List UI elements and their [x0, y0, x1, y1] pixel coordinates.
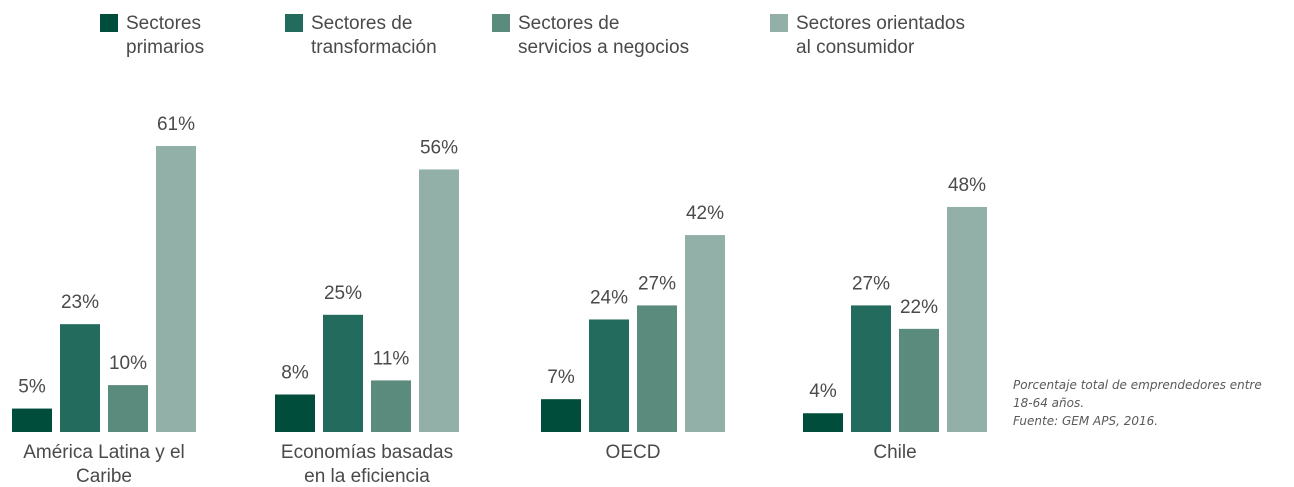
bar	[685, 235, 725, 432]
data-label: 5%	[18, 377, 46, 398]
data-label: 24%	[590, 287, 628, 308]
bar	[947, 206, 987, 432]
data-label: 11%	[373, 348, 410, 369]
category-label: América Latina y el Caribe	[23, 442, 185, 487]
legend-swatch	[770, 14, 788, 32]
legend-swatch	[492, 14, 510, 32]
source-note: Porcentaje total de emprendedores entre 1…	[1013, 378, 1262, 428]
bar	[323, 314, 363, 432]
data-label: 61%	[157, 114, 195, 135]
bars	[12, 146, 987, 432]
legend-label: Sectores de servicios a negocios	[518, 13, 689, 58]
legend-item: Sectores de servicios a negocios	[492, 13, 689, 58]
bar	[156, 146, 196, 432]
bar	[637, 305, 677, 432]
data-label: 56%	[420, 137, 458, 158]
category-label: OECD	[606, 442, 661, 463]
data-label: 48%	[948, 175, 986, 196]
legend-label: Sectores primarios	[126, 13, 204, 58]
bar	[851, 305, 891, 432]
bar	[541, 399, 581, 432]
legend-swatch	[100, 14, 118, 32]
data-label: 7%	[547, 367, 575, 388]
bar	[899, 328, 939, 432]
bar	[371, 380, 411, 432]
data-label: 23%	[61, 292, 99, 313]
legend-item: Sectores orientados al consumidor	[770, 13, 965, 58]
value-labels: 5% 8% 7% 4% 23% 25% 24% 27% 10% 11% 27% 22% 61% 56% 42…	[18, 114, 986, 402]
data-label: 42%	[686, 203, 724, 224]
legend-label: Sectores orientados al consumidor	[796, 13, 965, 58]
legend-swatch	[285, 14, 303, 32]
bar	[108, 385, 148, 432]
bar	[589, 319, 629, 432]
data-label: 25%	[324, 283, 362, 304]
bar	[60, 324, 100, 432]
data-label: 22%	[900, 297, 938, 318]
bar	[419, 169, 459, 432]
data-label: 27%	[852, 273, 890, 294]
data-label: 10%	[109, 353, 147, 374]
legend-item: Sectores primarios	[100, 13, 204, 58]
data-label: 4%	[809, 381, 837, 402]
data-label: 27%	[638, 273, 676, 294]
category-labels: América Latina y el Caribe Economías basad…	[23, 442, 916, 487]
legend-label: Sectores de transformación	[311, 13, 437, 58]
category-label: Economías basadas en la eficiencia	[281, 442, 453, 487]
legend-item: Sectores de transformación	[285, 13, 437, 58]
bar	[12, 408, 52, 432]
category-label: Chile	[873, 442, 916, 463]
data-label: 8%	[281, 362, 309, 383]
bar	[275, 394, 315, 432]
legend: Sectores primarios Sectores de transformaci…	[100, 13, 965, 58]
bar	[803, 413, 843, 432]
